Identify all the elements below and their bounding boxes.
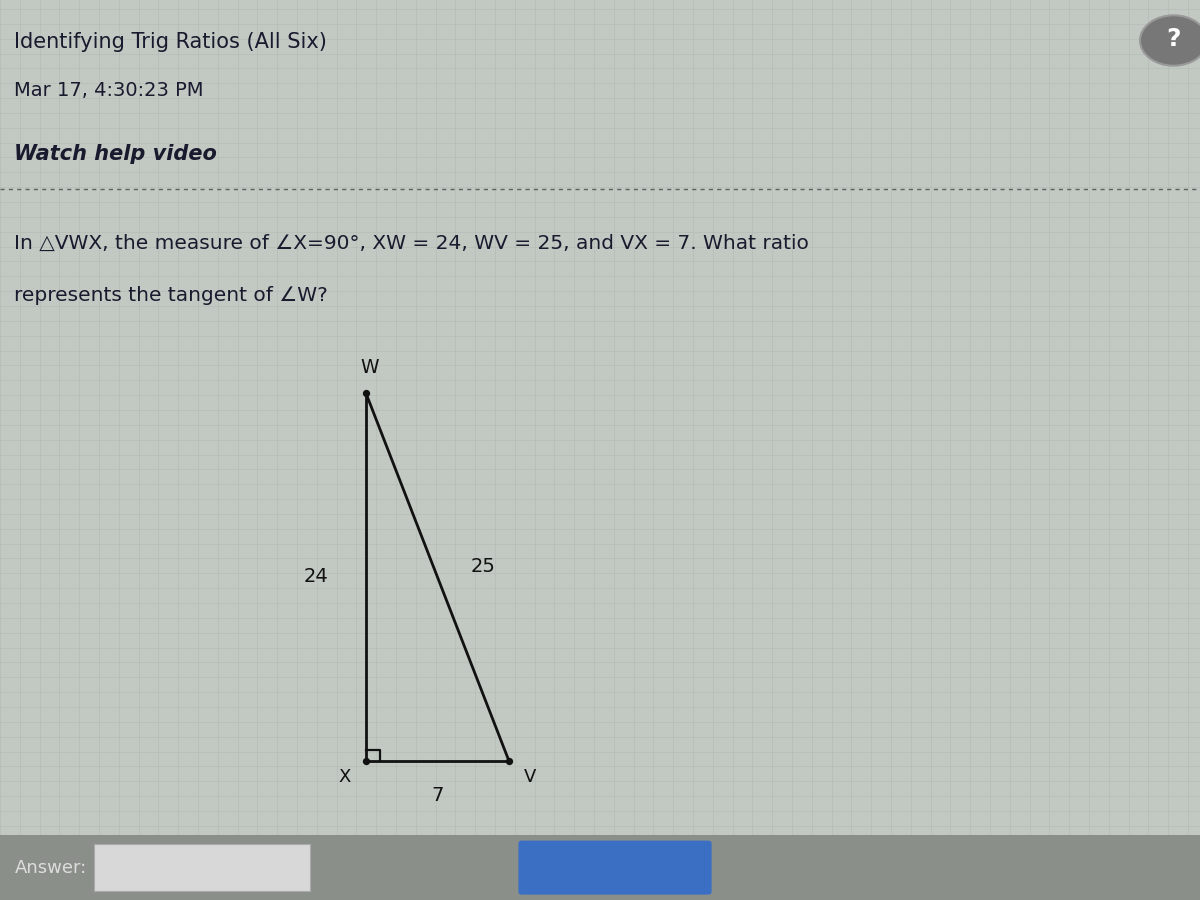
Text: Submit Answer: Submit Answer	[541, 859, 689, 877]
Text: V: V	[524, 768, 536, 786]
Text: Mar 17, 4:30:23 PM: Mar 17, 4:30:23 PM	[14, 81, 204, 100]
Point	[499, 753, 518, 768]
Text: 25: 25	[470, 556, 496, 576]
Text: X: X	[338, 768, 350, 786]
FancyBboxPatch shape	[518, 841, 712, 895]
Text: represents the tangent of ∠W?: represents the tangent of ∠W?	[14, 286, 328, 305]
Text: Watch help video: Watch help video	[14, 144, 217, 164]
FancyBboxPatch shape	[94, 844, 310, 891]
Text: Answer:: Answer:	[14, 859, 86, 877]
Text: ?: ?	[1166, 27, 1181, 50]
Text: 24: 24	[304, 567, 328, 587]
Point	[356, 753, 376, 768]
Circle shape	[1140, 15, 1200, 66]
Text: W: W	[360, 358, 379, 377]
Text: In △VWX, the measure of ∠X=90°, XW = 24, WV = 25, and VX = 7. What ratio: In △VWX, the measure of ∠X=90°, XW = 24,…	[14, 234, 809, 253]
Text: Identifying Trig Ratios (All Six): Identifying Trig Ratios (All Six)	[14, 32, 328, 51]
Point	[356, 386, 376, 400]
FancyBboxPatch shape	[0, 835, 1200, 900]
Text: 7: 7	[431, 786, 444, 805]
